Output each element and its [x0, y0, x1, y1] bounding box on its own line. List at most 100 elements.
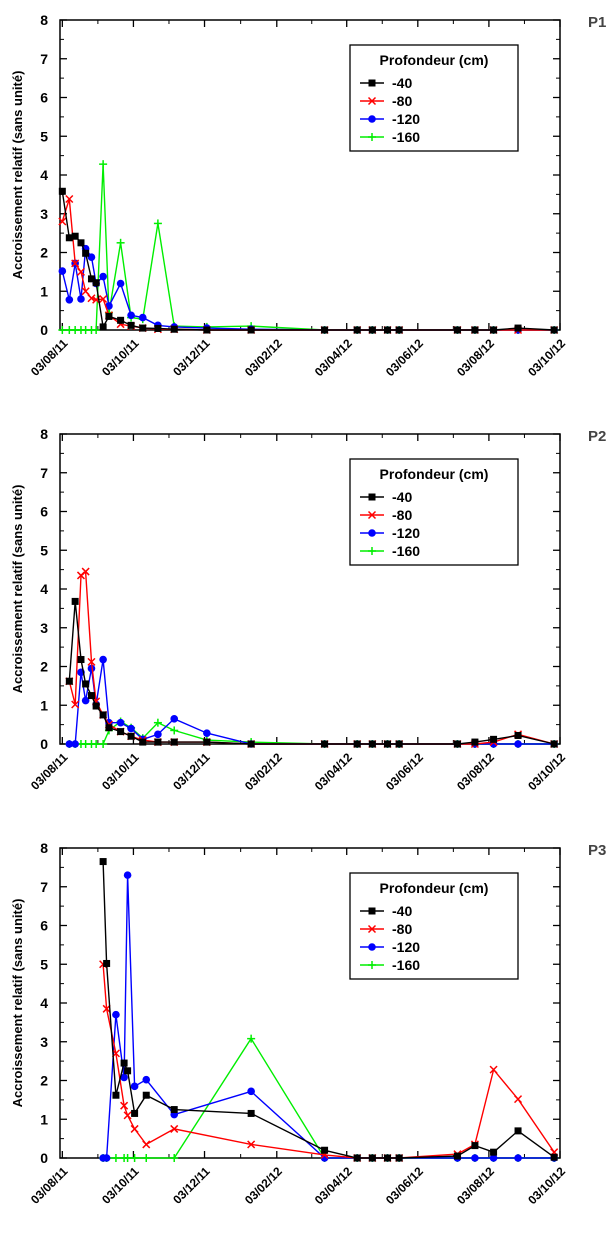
legend-box: [349, 872, 519, 980]
series--80: [65, 567, 559, 749]
y-tick-label: 2: [40, 245, 48, 261]
data-point: [170, 715, 179, 723]
data-point: [71, 259, 80, 268]
data-point: [58, 187, 66, 195]
data-point: [368, 529, 376, 537]
marker-stroke: [120, 1101, 129, 1110]
data-point: [87, 692, 95, 700]
marker-stroke: [123, 1111, 132, 1120]
data-point: [247, 1034, 256, 1043]
data-point: [99, 160, 108, 169]
y-tick-label: 3: [40, 1034, 48, 1050]
legend-label: -120: [392, 525, 420, 541]
series--120: [65, 655, 558, 748]
data-point: [321, 740, 329, 748]
data-point: [368, 79, 376, 87]
data-point: [82, 249, 90, 257]
data-point: [71, 232, 79, 240]
data-point: [87, 657, 96, 666]
x-tick-label: 03/12/11: [170, 750, 213, 793]
y-tick-label: 5: [40, 128, 48, 144]
data-point: [124, 1067, 132, 1075]
x-tick-label: 03/08/12: [454, 750, 497, 793]
data-point: [120, 1073, 128, 1082]
data-point: [99, 323, 107, 331]
data-point: [105, 312, 113, 320]
legend-item: -40: [360, 489, 412, 505]
data-point: [142, 1154, 151, 1162]
chart-panel-p2: P2 0 1 2 3 4 5 6 7 8 03/08/11 03/10/11 03/12/11 03/0…: [0, 414, 614, 828]
data-point: [142, 1140, 151, 1149]
data-point: [120, 1101, 129, 1110]
y-tick-label: 1: [40, 283, 48, 299]
data-point: [353, 740, 361, 748]
data-point: [154, 738, 162, 746]
y-tick-label: 6: [40, 918, 48, 934]
data-point: [367, 96, 377, 106]
marker-stroke: [142, 1140, 151, 1149]
data-point: [87, 664, 96, 673]
data-point: [71, 597, 79, 605]
data-point: [153, 219, 162, 228]
y-tick-label: 5: [40, 542, 48, 558]
data-point: [368, 547, 376, 555]
marker-stroke: [87, 294, 96, 303]
data-point: [130, 1154, 139, 1162]
data-point: [247, 1140, 256, 1149]
data-point: [170, 738, 178, 746]
marker-stroke: [170, 1124, 179, 1133]
data-point: [87, 275, 95, 283]
series--40: [99, 858, 558, 1162]
panel-label: P1: [588, 14, 607, 31]
data-point: [127, 321, 135, 329]
data-point: [99, 740, 108, 748]
marker-stroke: [76, 267, 86, 276]
data-point: [65, 740, 74, 748]
x-tick-label: 03/06/12: [383, 750, 426, 793]
legend-label: -120: [392, 111, 420, 127]
data-point: [105, 724, 113, 732]
data-point: [550, 1153, 558, 1161]
data-point: [71, 700, 80, 709]
data-point: [82, 680, 90, 688]
data-point: [453, 1152, 461, 1160]
y-tick-label: 7: [40, 51, 48, 67]
x-tick-label: 03/02/12: [242, 1164, 285, 1207]
legend-item: -40: [360, 75, 412, 91]
marker-stroke: [58, 217, 67, 226]
data-point: [77, 239, 85, 247]
data-point: [102, 1154, 111, 1162]
data-point: [550, 740, 558, 748]
x-tick-label: 03/08/12: [454, 1164, 497, 1207]
data-point: [112, 1091, 120, 1099]
data-point: [490, 735, 498, 743]
data-point: [130, 1124, 139, 1133]
data-point: [58, 267, 67, 275]
y-tick-label: 1: [40, 1111, 48, 1127]
data-point: [116, 279, 125, 288]
x-tick-label: 03/08/11: [28, 750, 71, 793]
data-point: [471, 326, 479, 334]
y-tick-label: 8: [40, 12, 48, 28]
data-point: [112, 1010, 120, 1019]
legend-item: -160: [360, 129, 420, 145]
data-point: [65, 194, 74, 204]
data-point: [154, 730, 162, 739]
y-tick-label: 3: [40, 620, 48, 636]
series-line: [62, 164, 555, 331]
data-point: [123, 1111, 132, 1120]
data-point: [139, 324, 147, 332]
data-point: [76, 267, 86, 276]
series--40: [65, 597, 558, 748]
y-tick-label: 7: [40, 879, 48, 895]
data-point: [130, 1082, 139, 1091]
x-tick-label: 03/06/12: [383, 1164, 426, 1207]
data-point: [489, 1065, 498, 1074]
marker-stroke: [514, 1095, 523, 1104]
data-point: [170, 726, 179, 735]
x-tick-label: 03/08/12: [454, 336, 497, 379]
y-tick-label: 0: [40, 322, 48, 338]
data-point: [321, 1146, 329, 1154]
data-point: [103, 959, 111, 967]
series--40: [58, 187, 558, 334]
